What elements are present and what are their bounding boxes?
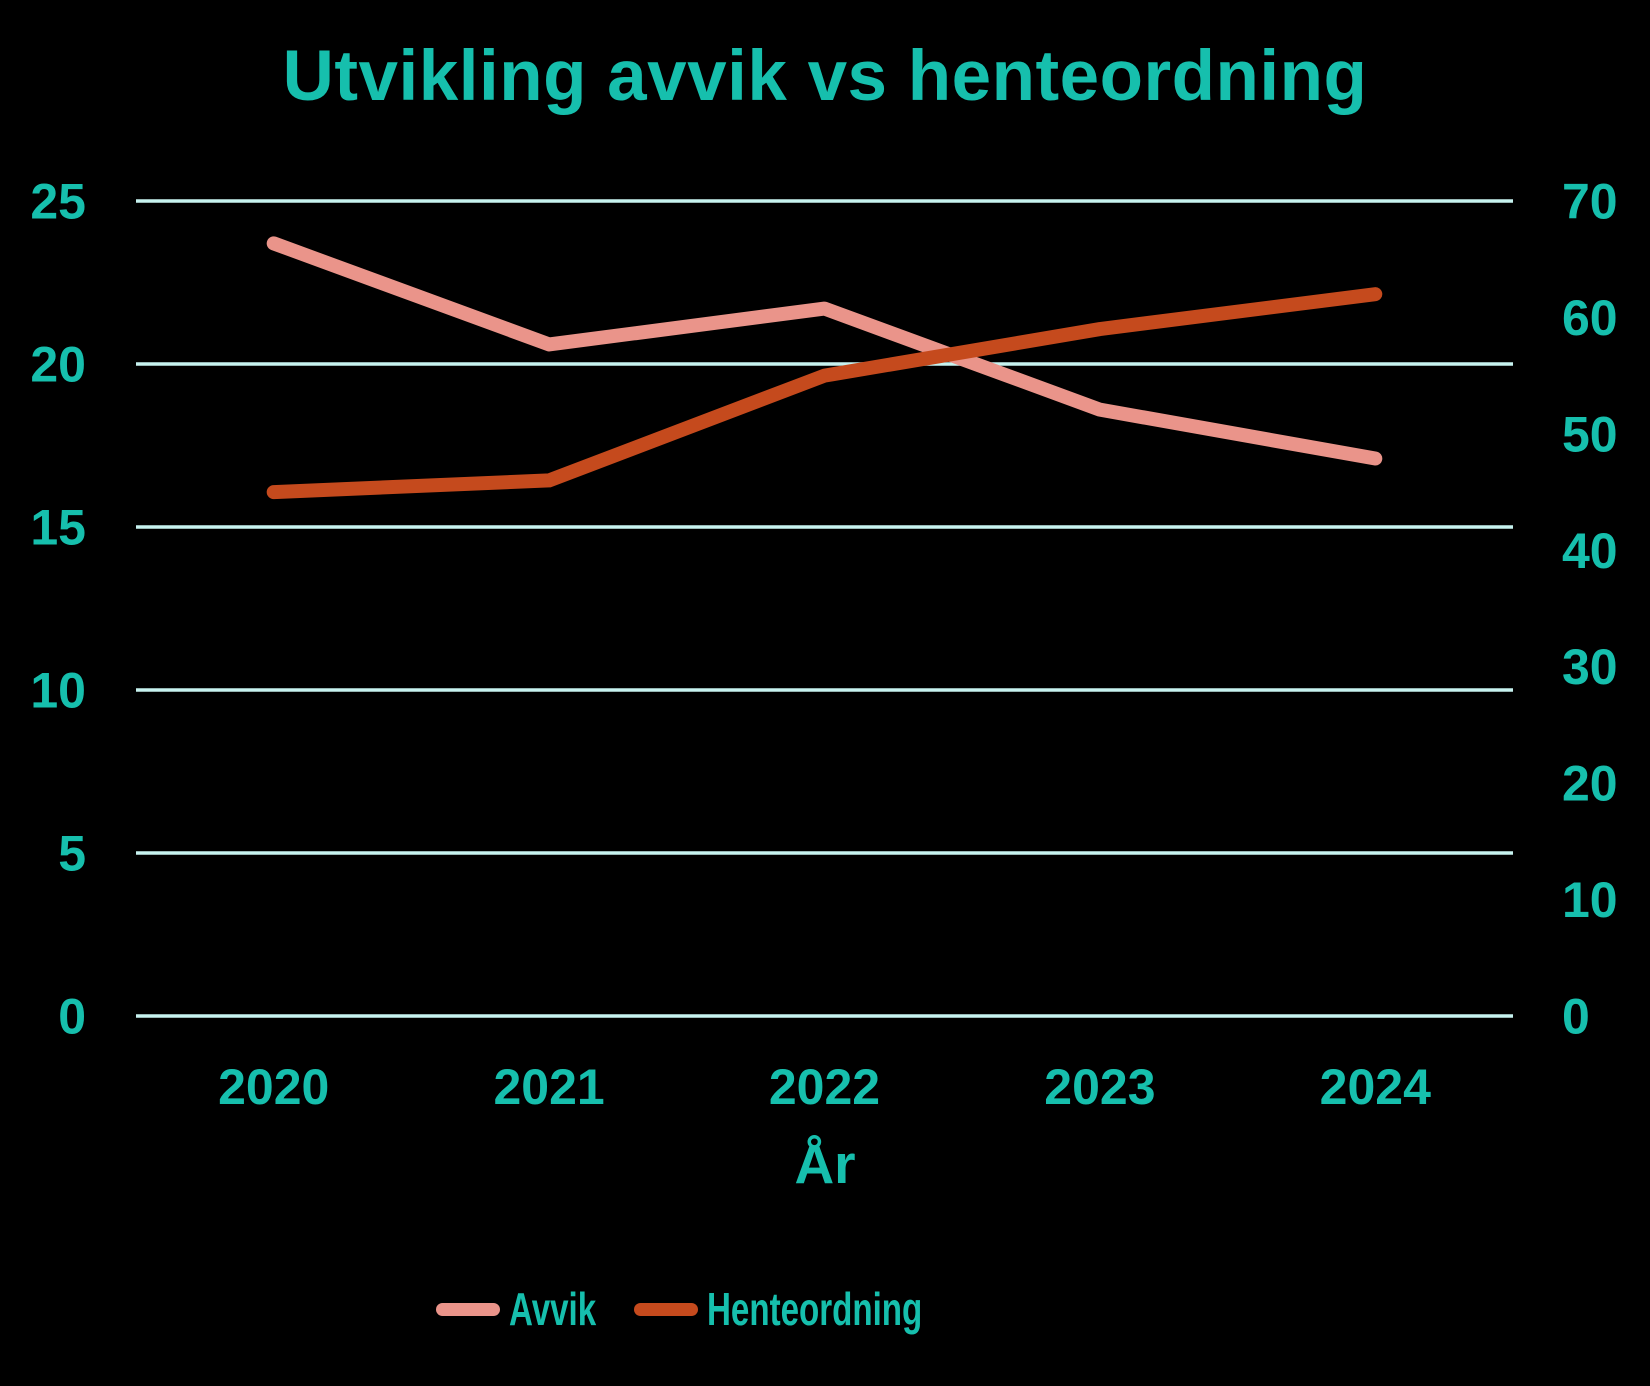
right-axis-tick: 60 (1562, 290, 1618, 346)
right-axis-tick: 70 (1562, 174, 1618, 230)
avvik-legend-label: Avvik (508, 1283, 597, 1335)
left-axis-tick: 20 (30, 337, 86, 393)
left-axis-tick: 10 (30, 663, 86, 719)
x-axis-label: År (794, 1133, 856, 1195)
right-axis-tick: 0 (1562, 989, 1590, 1045)
avvik-legend-swatch-icon (435, 1302, 500, 1316)
series-line-avvik (266, 236, 1383, 466)
henteordning-legend-swatch-icon (634, 1302, 699, 1316)
chart-title: Utvikling avvik vs henteordning (282, 37, 1368, 116)
left-axis-tick: 15 (30, 500, 86, 556)
right-axis-tick: 40 (1562, 523, 1618, 579)
right-axis-tick: 10 (1562, 872, 1618, 928)
right-axis-tick: 50 (1562, 406, 1618, 462)
series-line-henteordning (266, 287, 1383, 500)
legend: Avvik Henteordning (0, 1284, 1504, 1335)
x-axis-tick: 2021 (493, 1059, 604, 1115)
left-axis-tick: 0 (58, 989, 86, 1045)
right-axis-tick: 20 (1562, 756, 1618, 812)
left-axis-tick: 25 (30, 174, 86, 230)
right-axis-tick: 30 (1562, 639, 1618, 695)
x-axis-tick: 2024 (1320, 1059, 1431, 1115)
henteordning-legend-label: Henteordning (707, 1283, 923, 1335)
x-axis-tick: 2020 (218, 1059, 329, 1115)
x-axis-tick: 2022 (769, 1059, 880, 1115)
left-axis-tick: 5 (58, 826, 86, 882)
x-axis-tick: 2023 (1044, 1059, 1155, 1115)
